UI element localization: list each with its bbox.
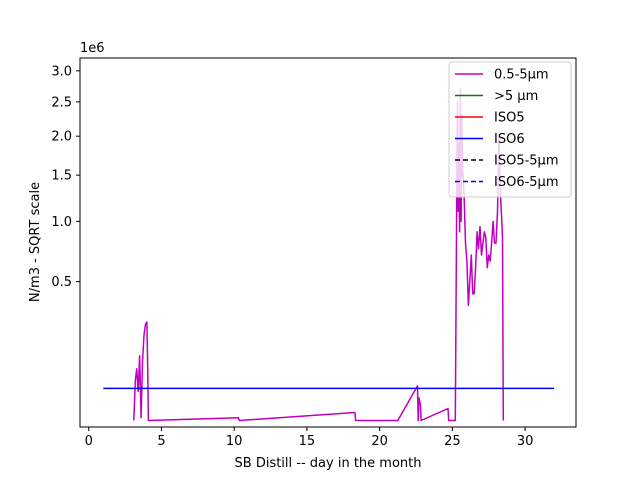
y-tick-label: 2.5 [51, 95, 72, 110]
y-tick-label: 1.0 [51, 215, 72, 230]
series-line-0-5-5-m [133, 88, 505, 422]
legend-label-iso6-5-m: ISO6-5µm [494, 175, 559, 190]
legend-label-iso5: ISO5 [494, 111, 525, 126]
x-tick-label: 20 [371, 434, 388, 449]
y-tick-label: 2.0 [51, 130, 72, 145]
y-tick-label: 0.5 [51, 275, 72, 290]
x-tick-label: 0 [85, 434, 93, 449]
y-tick-label: 1.5 [51, 169, 72, 184]
y-axis-label: N/m3 - SQRT scale [28, 182, 43, 302]
legend: 0.5-5µm >5 µm ISO5 ISO6 ISO5-5µm ISO6-5µm [448, 61, 572, 198]
y-axis-ticks: 0.5 1.0 1.5 2.0 2.5 3.0 [51, 64, 80, 290]
legend-label-0-5-5-m: 0.5-5µm [494, 68, 549, 83]
x-axis-ticks: 0 5 10 15 20 25 30 [85, 427, 534, 449]
axes-frame [79, 57, 577, 428]
x-axis-label: SB Distill -- day in the month [235, 456, 422, 471]
x-tick-label: 30 [517, 434, 534, 449]
x-tick-label: 10 [226, 434, 243, 449]
x-tick-label: 25 [444, 434, 461, 449]
legend-label-5-m: >5 µm [494, 89, 538, 104]
x-tick-label: 5 [157, 434, 165, 449]
y-offset-text: 1e6 [80, 41, 105, 56]
legend-label-iso6: ISO6 [494, 132, 525, 147]
x-tick-label: 15 [299, 434, 316, 449]
y-tick-label: 3.0 [51, 64, 72, 79]
legend-label-iso5-5-m: ISO5-5µm [494, 154, 559, 169]
